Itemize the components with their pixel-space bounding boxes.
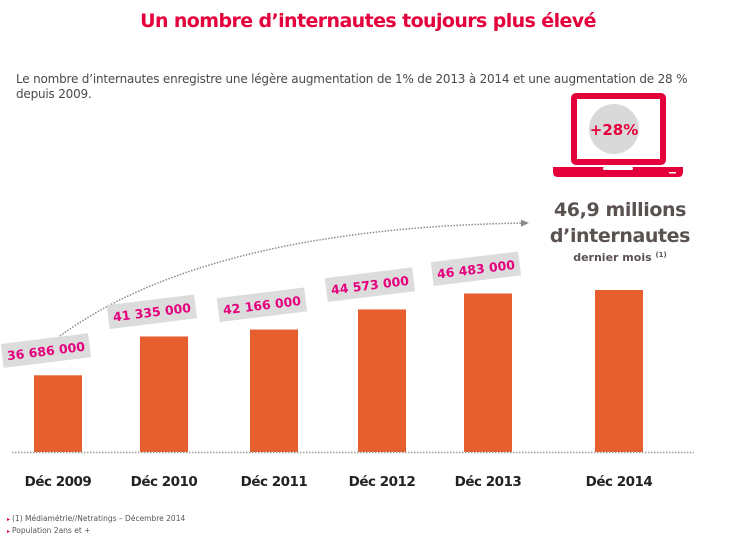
footnote-item: ▸ (1) Médiamétrie//Netratings – Décembre … (7, 513, 185, 525)
value-label-bg (430, 251, 522, 287)
x-tick-label: Déc 2011 (241, 474, 308, 490)
value-label-bg (324, 267, 416, 302)
intro-text: Le nombre d’internautes enregistre une l… (16, 72, 688, 101)
bar-d-c-2011 (250, 329, 298, 452)
value-label: 41 335 000 (106, 294, 198, 329)
value-label: 42 166 000 (216, 287, 308, 323)
total-users-period: dernier mois (1) (530, 248, 710, 265)
value-label-bg (106, 294, 198, 329)
page-title: Un nombre d’internautes toujours plus él… (140, 10, 596, 32)
bullet-icon: ▸ (7, 516, 11, 523)
x-tick-label: Déc 2014 (586, 474, 653, 490)
x-tick-label: Déc 2012 (349, 474, 416, 490)
x-tick-label: Déc 2013 (455, 474, 522, 490)
footnote-text: Population 2ans et + (12, 526, 91, 535)
value-label-bg (0, 333, 92, 368)
badge-circle (589, 104, 639, 154)
x-tick-label: Déc 2010 (131, 474, 198, 490)
footnote-item: ▸ Population 2ans et + (7, 525, 185, 537)
bar-d-c-2009 (34, 375, 82, 452)
total-users-unit: d’internautes (549, 225, 691, 247)
x-tick-label: Déc 2009 (25, 474, 92, 490)
bullet-icon: ▸ (7, 528, 11, 535)
value-label: 46 483 000 (430, 251, 522, 287)
bar-d-c-2014 (595, 290, 643, 452)
bar-d-c-2013 (464, 293, 512, 452)
trend-arrow (59, 219, 529, 337)
total-users-value: 46,9 millions (553, 199, 687, 221)
bar-d-c-2012 (358, 309, 406, 452)
growth-badge: +28% (590, 121, 638, 139)
value-label: 44 573 000 (324, 267, 416, 302)
footnotes: ▸ (1) Médiamétrie//Netratings – Décembre … (7, 513, 185, 537)
value-label-bg (216, 287, 308, 323)
value-label: 36 686 000 (0, 333, 92, 368)
bar-d-c-2010 (140, 336, 188, 452)
laptop-icon: +28% (553, 93, 683, 177)
footnote-ref: (1) (655, 251, 667, 259)
period-text: dernier mois (573, 251, 652, 264)
footnote-text: (1) Médiamétrie//Netratings – Décembre 2… (12, 514, 186, 523)
